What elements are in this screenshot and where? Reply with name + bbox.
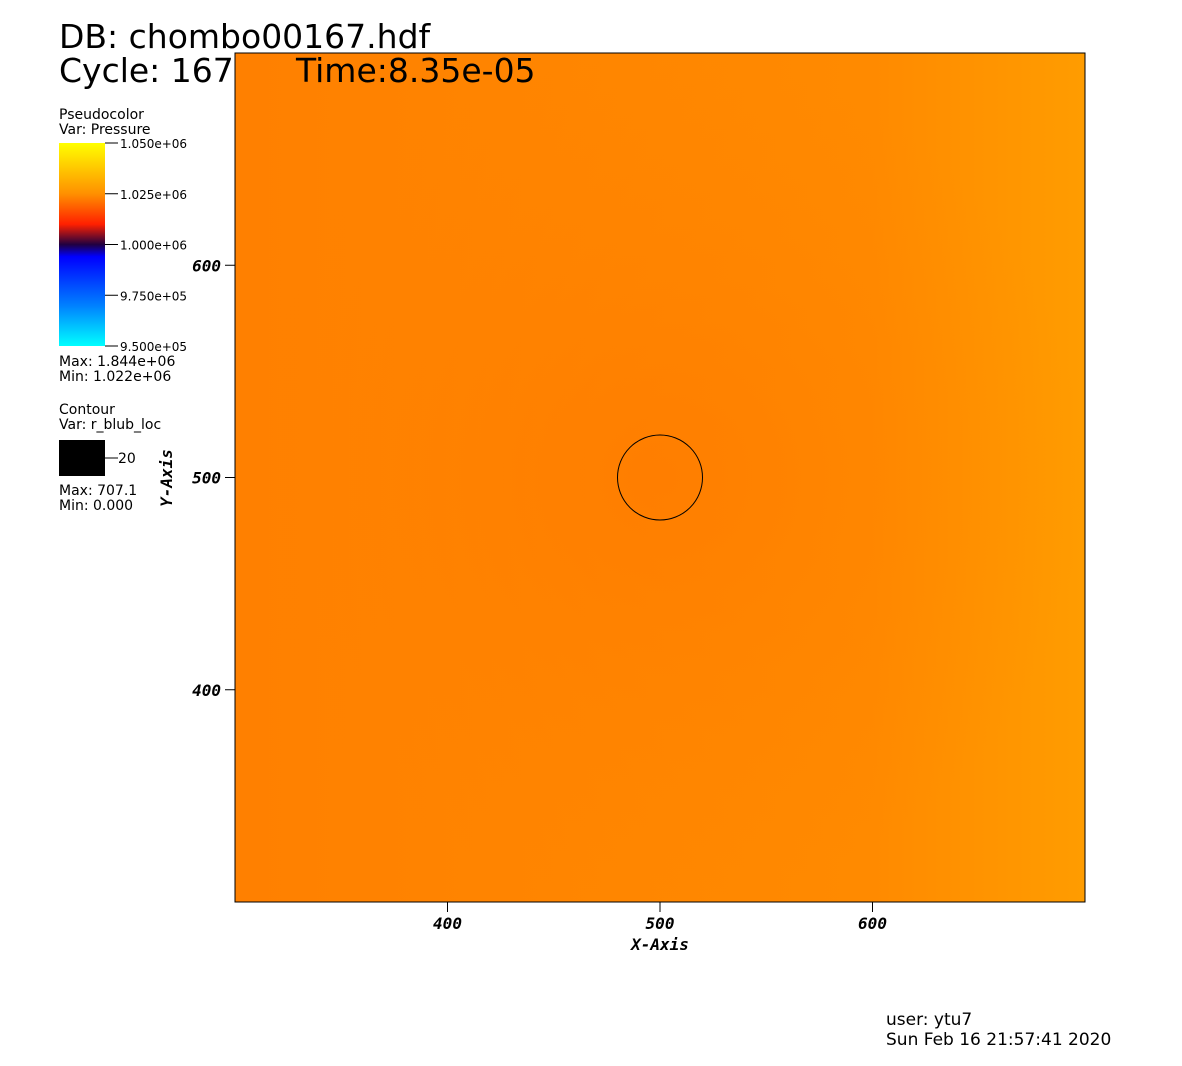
y-tick-label: 500 xyxy=(192,469,221,488)
date-label: Sun Feb 16 21:57:41 2020 xyxy=(886,1030,1111,1050)
x-tick-label: 400 xyxy=(433,914,462,933)
x-axis-label: X-Axis xyxy=(629,935,689,954)
color-bar xyxy=(59,143,105,346)
cycle-label: Cycle: 167 xyxy=(59,51,234,90)
y-tick-label: 600 xyxy=(192,256,221,275)
legend-max: Max: 1.844e+06 xyxy=(59,354,175,370)
x-tick-label: 500 xyxy=(646,914,675,933)
user-label: user: ytu7 xyxy=(886,1010,972,1030)
contour-swatch xyxy=(59,440,105,476)
contour-min: Min: 0.000 xyxy=(59,498,133,514)
contour-title: Contour xyxy=(59,402,115,418)
colorbar-label: 9.750e+05 xyxy=(120,289,187,303)
contour-max: Max: 707.1 xyxy=(59,483,137,499)
contour-line xyxy=(617,434,703,521)
y-tick-label: 400 xyxy=(192,681,221,700)
contour-level: 20 xyxy=(118,451,136,467)
time-label: Time:8.35e-05 xyxy=(295,51,536,90)
x-tick-label: 600 xyxy=(858,914,887,933)
legend-min: Min: 1.022e+06 xyxy=(59,369,171,385)
colorbar-label: 1.050e+06 xyxy=(120,137,187,151)
legend-title: Pseudocolor xyxy=(59,107,144,123)
colorbar-label: 1.025e+06 xyxy=(120,188,187,202)
contour-var: Var: r_blub_loc xyxy=(59,417,161,433)
colorbar-label: 9.500e+05 xyxy=(120,340,187,354)
db-label: DB: chombo00167.hdf xyxy=(59,17,432,56)
legend-var: Var: Pressure xyxy=(59,122,151,138)
y-axis-label: Y-Axis xyxy=(157,449,176,507)
colorbar-label: 1.000e+06 xyxy=(120,239,187,253)
pressure-field xyxy=(235,53,1085,902)
